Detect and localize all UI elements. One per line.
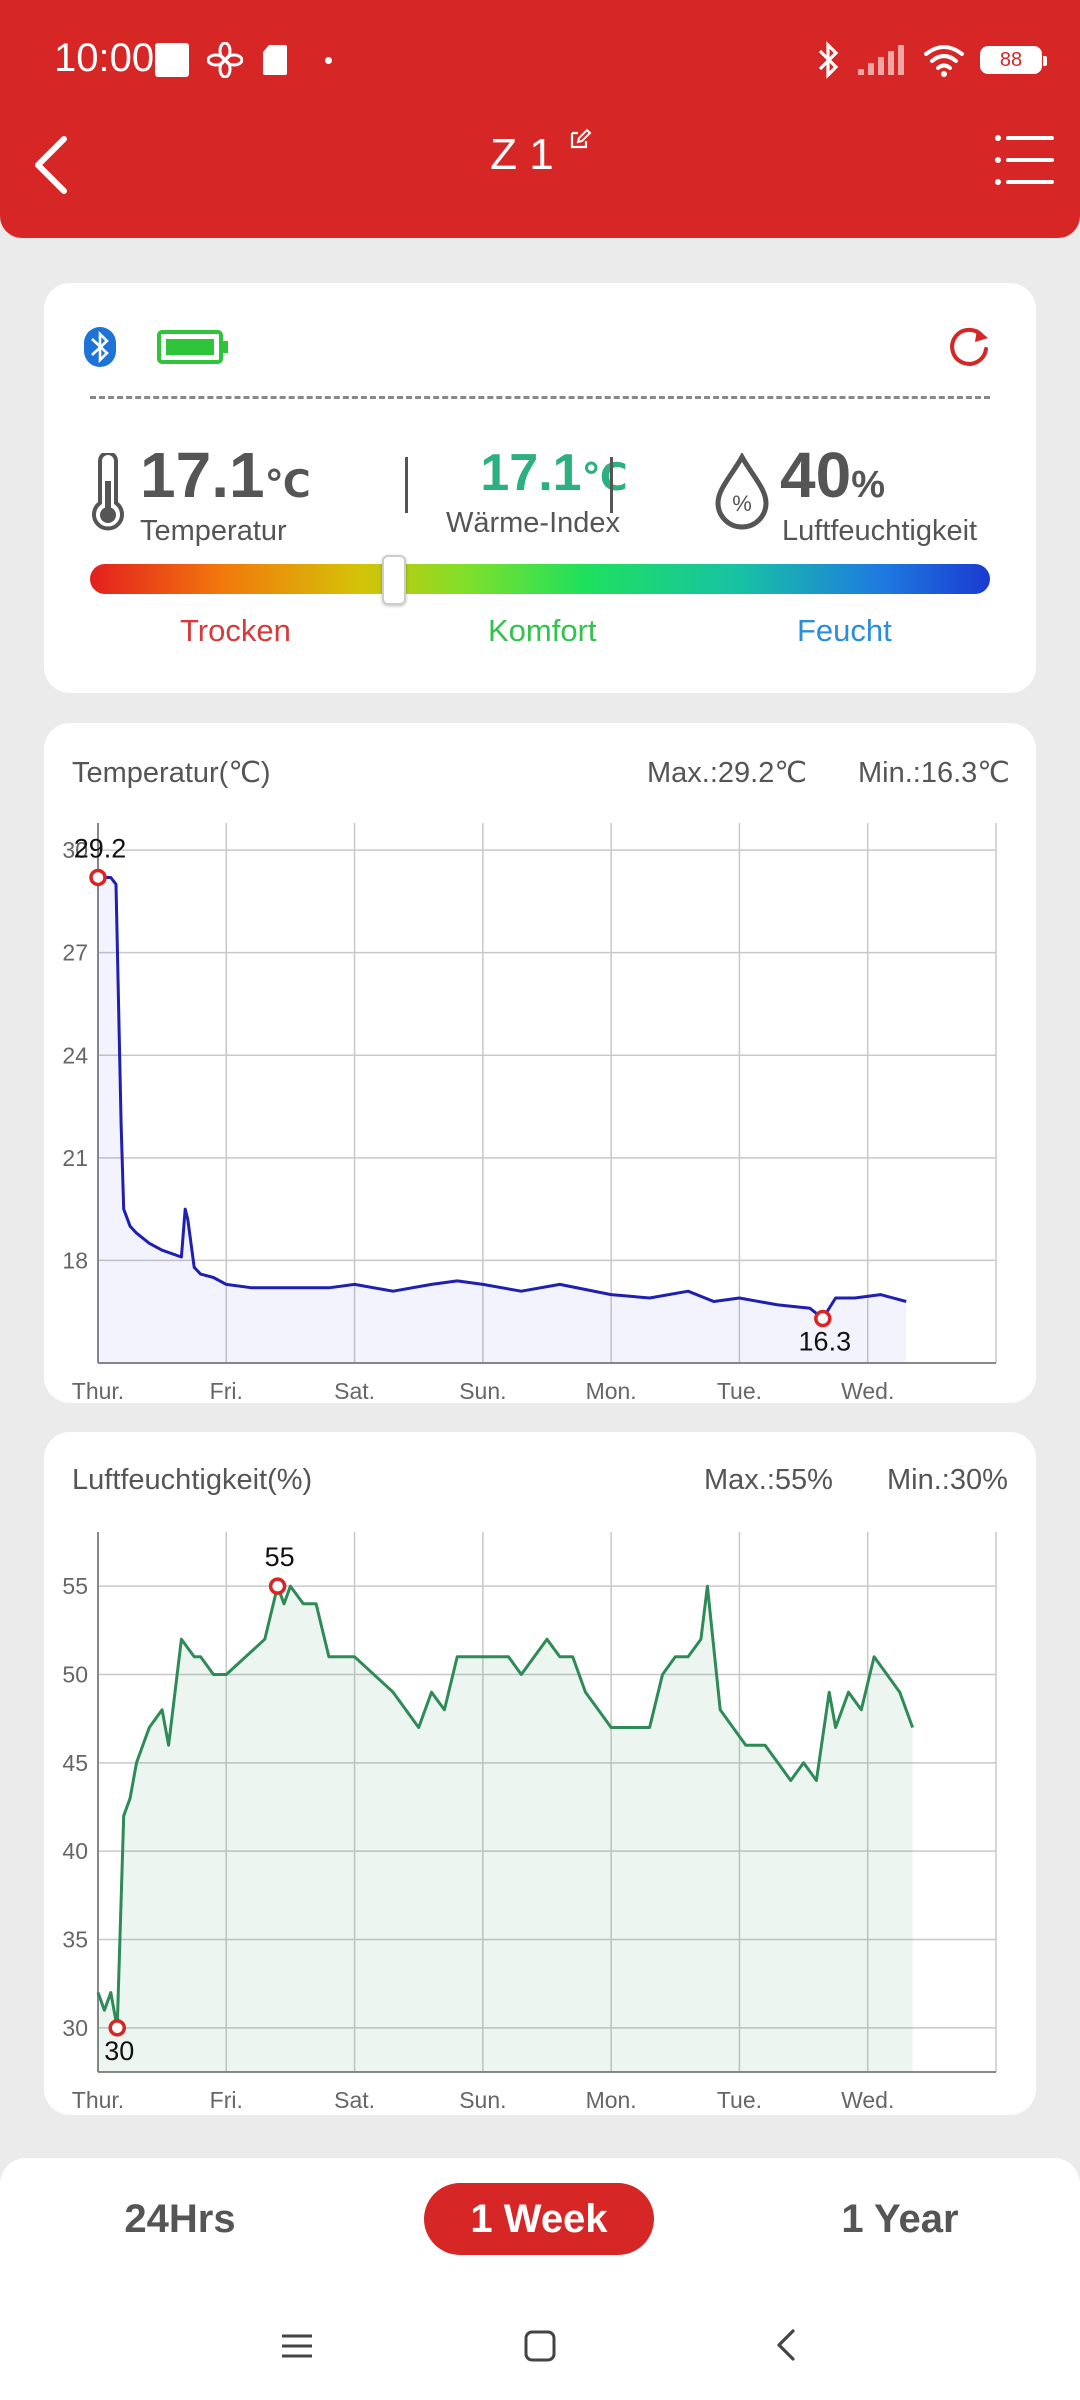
temperature-value: 17.1℃ bbox=[140, 439, 311, 511]
humidity-chart-title: Luftfeuchtigkeit(%) bbox=[72, 1464, 313, 1496]
y-tick-label: 35 bbox=[62, 1927, 88, 1953]
status-battery: 88 bbox=[980, 46, 1047, 74]
back-button[interactable] bbox=[20, 125, 90, 205]
fan-icon bbox=[207, 42, 243, 78]
temperature-chart-card: Temperatur(℃) Max.:29.2℃ Min.:16.3℃ Thur… bbox=[44, 723, 1036, 1403]
wifi-icon bbox=[924, 45, 964, 77]
y-tick-label: 55 bbox=[62, 1573, 88, 1599]
temperature-chart: Thur. Fri. Sat. Sun. Mon. Tue. Wed. 30 27 24 21 18 2… bbox=[62, 823, 997, 1403]
humidity-label: Luftfeuchtigkeit bbox=[782, 515, 978, 547]
humidity-value: 40% bbox=[780, 439, 885, 511]
series-area bbox=[98, 877, 907, 1363]
temp-min-label: Min.:16.3℃ bbox=[858, 757, 1010, 789]
refresh-icon[interactable] bbox=[946, 323, 992, 369]
comfort-label-comfort: Komfort bbox=[488, 613, 597, 648]
separator-left bbox=[405, 457, 408, 513]
separator-right bbox=[610, 457, 613, 513]
bottom-panel: 24Hrs 1 Week 1 Year bbox=[0, 2158, 1080, 2400]
back-chevron-icon[interactable] bbox=[772, 2327, 802, 2363]
min-marker bbox=[814, 1309, 832, 1328]
range-tab-1-year[interactable]: 1 Year bbox=[841, 2196, 959, 2241]
x-tick-label: Wed. bbox=[841, 1378, 894, 1403]
sd-card-icon bbox=[263, 45, 287, 75]
x-tick-label: Tue. bbox=[717, 1378, 762, 1403]
humidity-chart: Thur. Fri. Sat. Sun. Mon. Tue. Wed. 55 50 45 40 35 3… bbox=[62, 1532, 997, 2113]
temp-max-label: Max.:29.2℃ bbox=[647, 757, 807, 789]
y-tick-label: 27 bbox=[62, 940, 88, 966]
home-square-icon[interactable] bbox=[523, 2329, 557, 2363]
x-tick-label: Wed. bbox=[841, 2087, 894, 2113]
comfort-slider-handle[interactable] bbox=[382, 555, 406, 605]
x-tick-label: Mon. bbox=[586, 1378, 637, 1403]
y-tick-label: 50 bbox=[62, 1662, 88, 1688]
temp-chart-title: Temperatur(℃) bbox=[72, 757, 271, 789]
dot-icon bbox=[325, 56, 332, 64]
heat-index-label: Wärme-Index bbox=[445, 507, 621, 539]
status-time: 10:00 bbox=[54, 36, 155, 80]
x-tick-label: Sun. bbox=[459, 2087, 506, 2113]
y-tick-label: 30 bbox=[62, 2015, 88, 2041]
signal-icon bbox=[858, 45, 904, 75]
x-tick-label: Sat. bbox=[334, 2087, 375, 2113]
max-marker bbox=[89, 868, 107, 887]
bluetooth-icon bbox=[84, 327, 116, 367]
x-tick-label: Sat. bbox=[334, 1378, 375, 1403]
bluetooth-status-icon bbox=[818, 41, 839, 79]
x-tick-label: Thur. bbox=[72, 1378, 124, 1403]
series-area bbox=[98, 1586, 913, 2072]
min-marker bbox=[108, 2019, 126, 2037]
x-tick-label: Fri. bbox=[210, 2087, 243, 2113]
x-tick-label: Thur. bbox=[72, 2087, 124, 2113]
list-menu-button[interactable] bbox=[992, 130, 1058, 192]
comfort-label-wet: Feucht bbox=[797, 613, 892, 648]
humidity-min-label: Min.:30% bbox=[887, 1464, 1008, 1496]
range-tab-24hrs[interactable]: 24Hrs bbox=[124, 2196, 236, 2241]
y-tick-label: 18 bbox=[62, 1247, 88, 1273]
series-line bbox=[98, 876, 907, 1320]
x-tick-label: Tue. bbox=[717, 2087, 762, 2113]
notification-square-icon bbox=[155, 43, 189, 77]
series-line bbox=[96, 1584, 915, 2030]
status-notification-icons bbox=[155, 38, 332, 82]
thermometer-icon bbox=[92, 453, 124, 531]
system-nav-bar bbox=[0, 2313, 1080, 2383]
humidity-chart-card: Luftfeuchtigkeit(%) Max.:55% Min.:30% Th… bbox=[44, 1432, 1036, 2115]
battery-full-icon bbox=[157, 330, 228, 364]
menu-icon[interactable] bbox=[279, 2331, 315, 2361]
max-marker-label: 55 bbox=[265, 1542, 295, 1572]
divider bbox=[90, 396, 990, 399]
humidity-max-label: Max.:55% bbox=[704, 1464, 833, 1496]
device-name: Z 1 bbox=[490, 130, 554, 179]
app-header: 10:00 bbox=[0, 0, 1080, 238]
x-tick-label: Fri. bbox=[210, 1378, 243, 1403]
y-tick-label: 24 bbox=[62, 1042, 88, 1068]
y-tick-label: 21 bbox=[62, 1145, 88, 1171]
heat-index-value: 17.1℃ bbox=[480, 444, 628, 502]
temperature-label: Temperatur bbox=[140, 515, 287, 547]
comfort-label-dry: Trocken bbox=[180, 613, 291, 648]
min-marker-label: 30 bbox=[104, 2036, 134, 2066]
x-tick-label: Mon. bbox=[586, 2087, 637, 2113]
y-tick-label: 40 bbox=[62, 1838, 88, 1864]
y-tick-label: 30 bbox=[62, 837, 88, 863]
range-tab-1-week[interactable]: 1 Week bbox=[424, 2183, 654, 2255]
min-marker-label: 16.3 bbox=[799, 1327, 852, 1357]
page-title[interactable]: Z 1 bbox=[0, 127, 1080, 180]
max-marker bbox=[268, 1577, 287, 1595]
max-marker-label: 29.2 bbox=[74, 833, 127, 863]
y-tick-label: 45 bbox=[62, 1750, 88, 1776]
water-drop-percent-icon: % bbox=[715, 453, 769, 530]
readings-card: 17.1℃ Temperatur 17.1℃ Wärme-Index % 40%… bbox=[44, 283, 1036, 693]
svg-text:%: % bbox=[732, 491, 752, 516]
status-system-icons: 88 bbox=[816, 38, 1047, 82]
status-bar: 10:00 bbox=[0, 0, 1080, 120]
comfort-scale-bar bbox=[90, 564, 990, 594]
x-tick-label: Sun. bbox=[459, 1378, 506, 1403]
edit-icon[interactable] bbox=[568, 127, 592, 151]
